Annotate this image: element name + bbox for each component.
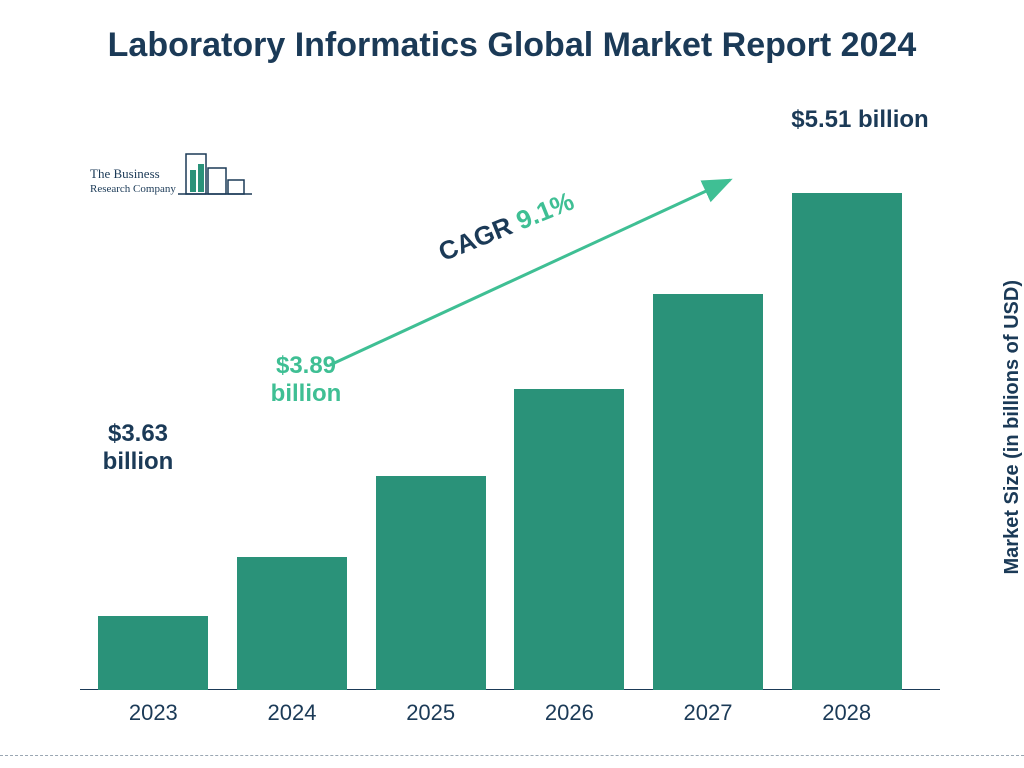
x-tick-label: 2023 (129, 700, 178, 726)
bar-2024: 2024 (223, 557, 362, 690)
bar-2027: 2027 (639, 294, 778, 690)
bar-rect (98, 616, 208, 690)
footer-divider (0, 755, 1024, 756)
x-tick-label: 2025 (406, 700, 455, 726)
bar-rect (514, 389, 624, 691)
x-tick-label: 2024 (268, 700, 317, 726)
bar-chart: 202320242025202620272028 $3.63billion $3… (80, 130, 940, 690)
chart-title: Laboratory Informatics Global Market Rep… (0, 24, 1024, 67)
bar-rect (376, 476, 486, 690)
value-label-2024: $3.89billion (246, 352, 366, 407)
y-axis-label: Market Size (in billions of USD) (1001, 280, 1024, 574)
value-label-2028: $5.51 billion (760, 106, 960, 134)
bar-rect (792, 193, 902, 690)
bar-2025: 2025 (361, 476, 500, 690)
bar-2023: 2023 (84, 616, 223, 690)
bar-rect (237, 557, 347, 690)
bar-rect (653, 294, 763, 690)
bar-2026: 2026 (500, 389, 639, 691)
value-label-2023: $3.63billion (78, 420, 198, 475)
x-tick-label: 2028 (822, 700, 871, 726)
x-tick-label: 2027 (684, 700, 733, 726)
bar-2028: 2028 (777, 193, 916, 690)
x-tick-label: 2026 (545, 700, 594, 726)
